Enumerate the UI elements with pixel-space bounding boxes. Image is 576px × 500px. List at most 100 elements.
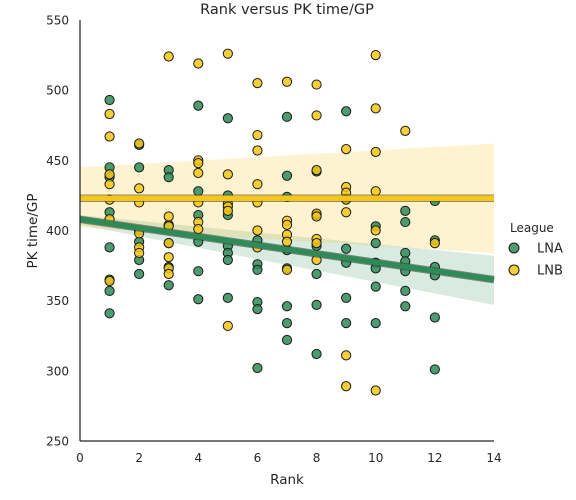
data-point-lna <box>400 301 411 312</box>
data-point-lnb <box>370 103 381 114</box>
data-point-lnb <box>163 238 174 249</box>
data-point-lna <box>222 254 233 266</box>
data-point-lnb <box>281 219 293 230</box>
legend-label-lnb: LNB <box>537 264 563 279</box>
y-tick-label: 300 <box>46 364 69 378</box>
data-point-lna <box>370 238 381 249</box>
data-point-lnb <box>193 58 204 69</box>
data-point-lna <box>252 362 263 374</box>
data-point-lna <box>252 303 263 315</box>
data-point-lnb <box>134 183 145 194</box>
data-point-lna <box>341 318 352 329</box>
data-point-lna <box>341 106 352 117</box>
data-point-lna <box>429 312 440 323</box>
data-point-lna <box>400 285 411 296</box>
x-tick-label: 2 <box>135 451 143 465</box>
data-point-lnb <box>311 211 322 222</box>
x-tick-label: 6 <box>254 451 262 465</box>
data-point-lna <box>400 247 411 259</box>
data-point-lnb <box>370 49 381 61</box>
legend-title: League <box>510 221 554 235</box>
y-tick-label: 350 <box>46 294 69 308</box>
data-point-lnb <box>252 145 263 156</box>
data-point-lna <box>252 264 263 275</box>
y-tick-labels: 250 300 350 400 450 500 550 <box>46 14 69 449</box>
data-point-lna <box>370 281 381 292</box>
data-point-lnb <box>252 129 263 141</box>
y-tick-label: 400 <box>46 224 69 238</box>
data-point-lna <box>163 280 174 291</box>
data-point-lnb <box>222 48 233 59</box>
data-point-lnb <box>341 350 352 361</box>
x-tick-label: 12 <box>427 451 442 465</box>
y-tick-label: 250 <box>46 435 69 449</box>
data-point-lna <box>134 268 145 280</box>
data-point-lnb <box>370 186 381 197</box>
data-point-lnb <box>163 51 174 62</box>
data-point-lna <box>222 113 233 124</box>
data-point-lnb <box>163 268 174 280</box>
x-tick-label: 14 <box>486 451 501 465</box>
data-point-lna <box>193 266 204 277</box>
data-point-lnb <box>134 138 145 149</box>
data-point-lna <box>281 318 293 329</box>
data-point-lnb <box>252 225 263 236</box>
data-point-lna <box>400 205 411 216</box>
data-point-lna <box>104 242 115 253</box>
data-point-lnb <box>341 381 352 392</box>
data-point-lnb <box>193 167 204 179</box>
data-point-lna <box>222 292 233 303</box>
x-tick-label: 10 <box>368 451 383 465</box>
data-point-lnb <box>311 238 322 249</box>
data-point-lnb <box>281 236 293 247</box>
data-point-lna <box>163 172 174 183</box>
y-tick-label: 450 <box>46 154 69 168</box>
data-point-lnb <box>311 110 322 121</box>
data-point-lnb <box>252 78 263 89</box>
data-point-lna <box>400 216 411 228</box>
data-point-lnb <box>104 169 115 180</box>
data-point-lnb <box>134 247 145 259</box>
data-point-lna <box>311 268 322 280</box>
regression-line-fill-lna <box>79 216 495 283</box>
data-point-lna <box>193 186 204 197</box>
data-point-lnb <box>311 165 322 176</box>
data-point-lnb <box>104 275 115 287</box>
data-point-lnb <box>193 158 204 169</box>
data-point-lna <box>281 170 293 181</box>
data-point-lna <box>311 299 322 310</box>
x-tick-label: 0 <box>76 451 84 465</box>
x-tick-label: 4 <box>194 451 202 465</box>
data-point-lna <box>281 334 293 346</box>
data-point-lna <box>281 111 293 122</box>
data-point-lnb <box>281 264 293 275</box>
data-point-lnb <box>370 385 381 396</box>
data-point-lnb <box>163 252 174 263</box>
legend: League LNA LNB <box>508 221 563 279</box>
data-point-lnb <box>163 211 174 222</box>
data-point-lna <box>104 308 115 319</box>
chart-title: Rank versus PK time/GP <box>200 2 374 18</box>
legend-marker-lna <box>508 242 520 254</box>
data-point-lna <box>134 162 145 173</box>
data-point-lna <box>104 94 115 106</box>
data-point-lnb <box>341 207 352 218</box>
data-point-lnb <box>311 79 322 90</box>
legend-marker-lnb <box>508 264 520 276</box>
plot-area <box>79 48 495 396</box>
data-point-lnb <box>252 179 263 190</box>
data-point-lnb <box>222 169 233 180</box>
x-axis-title: Rank <box>270 472 304 488</box>
data-point-lna <box>429 364 440 375</box>
data-point-lnb <box>222 320 233 332</box>
y-tick-label: 500 <box>46 84 69 98</box>
data-point-lna <box>193 100 204 111</box>
data-point-lna <box>104 285 115 296</box>
data-point-lna <box>193 294 204 305</box>
data-point-lnb <box>104 179 115 190</box>
data-point-lnb <box>341 144 352 155</box>
data-point-lnb <box>104 131 115 142</box>
data-point-lnb <box>370 225 381 236</box>
y-tick-label: 550 <box>46 14 69 28</box>
